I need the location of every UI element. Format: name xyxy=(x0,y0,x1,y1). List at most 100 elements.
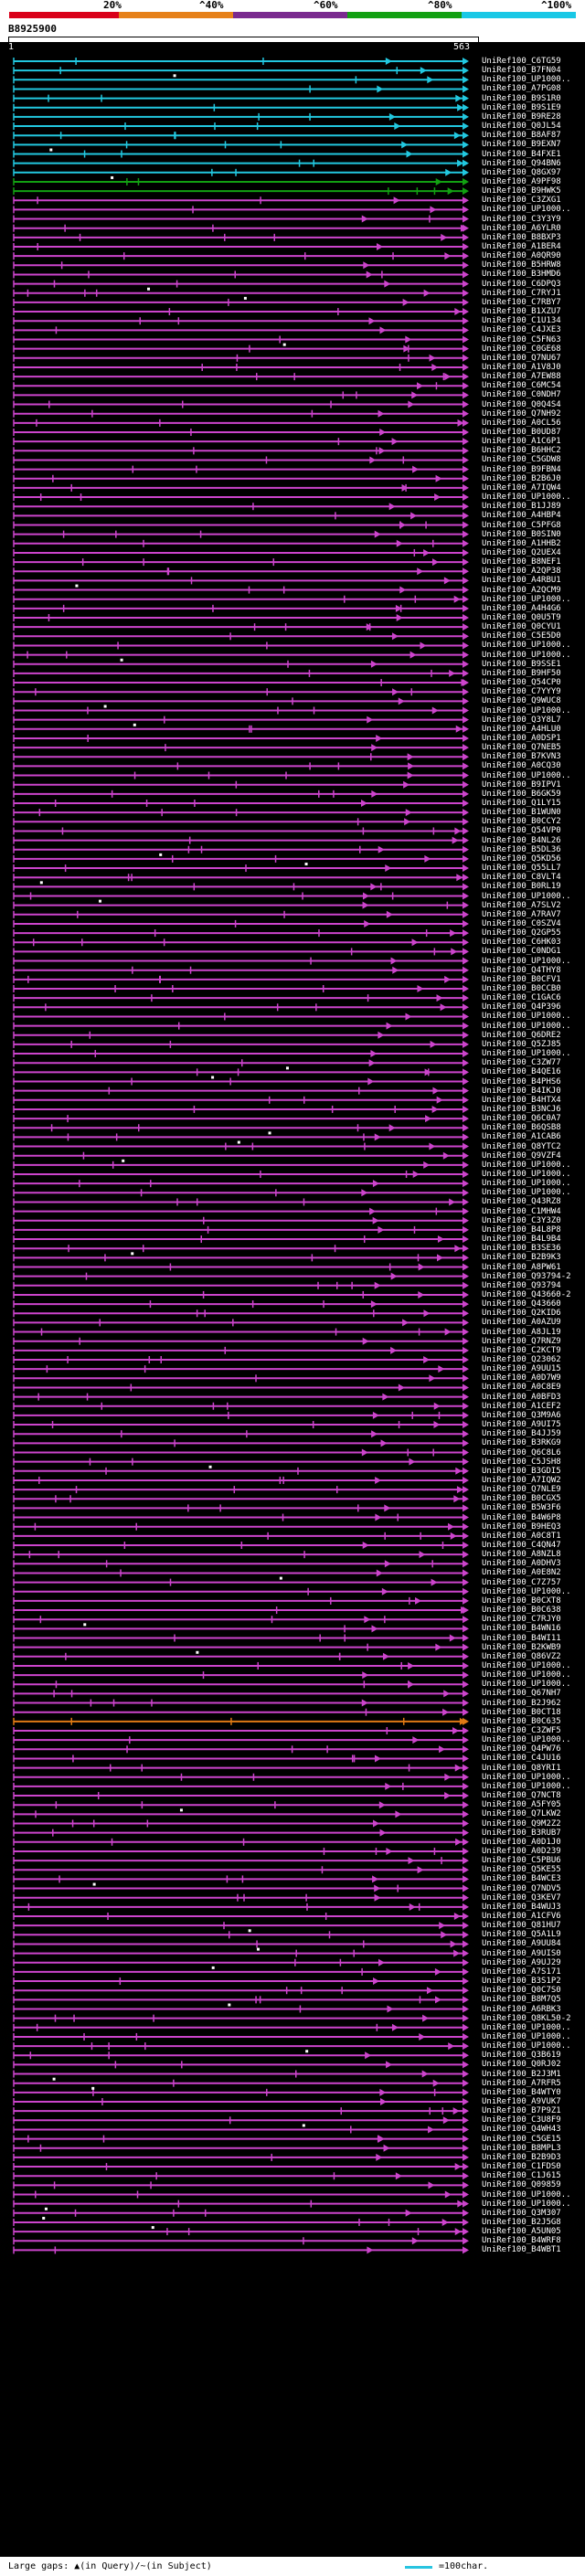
hit-row[interactable] xyxy=(13,1940,469,1948)
hit-row[interactable] xyxy=(13,2042,469,2051)
hit-row[interactable] xyxy=(13,270,469,279)
hit-label[interactable]: UniRef100_Q09859 xyxy=(482,2180,561,2190)
hit-row[interactable] xyxy=(13,1458,469,1466)
hit-label[interactable]: UniRef100_B9HWK5 xyxy=(482,186,561,196)
hit-label[interactable]: UniRef100_Q86VZ2 xyxy=(482,1651,561,1661)
hit-row[interactable] xyxy=(13,74,469,84)
hit-row[interactable] xyxy=(13,187,469,196)
hit-row[interactable] xyxy=(13,1587,469,1595)
hit-label[interactable]: UniRef100_A9UIS0 xyxy=(482,1948,561,1958)
hit-label[interactable]: UniRef100_A8JL19 xyxy=(482,1327,561,1337)
hit-label[interactable]: UniRef100_Q55LL7 xyxy=(482,864,561,874)
hit-label[interactable]: UniRef100_C7Z757 xyxy=(482,1577,561,1587)
hit-row[interactable] xyxy=(13,1847,469,1855)
hit-row[interactable] xyxy=(13,1115,469,1123)
hit-row[interactable] xyxy=(13,1513,469,1521)
hit-label[interactable]: UniRef100_Q43660 xyxy=(482,1299,561,1309)
hit-row[interactable] xyxy=(13,287,469,297)
hit-label[interactable]: UniRef100_C3ZXG1 xyxy=(482,196,561,206)
hit-row[interactable] xyxy=(13,1504,469,1512)
hit-row[interactable] xyxy=(13,1383,469,1392)
hit-row[interactable] xyxy=(13,1346,469,1354)
hit-row[interactable] xyxy=(13,1866,469,1874)
hit-row[interactable] xyxy=(13,1031,469,1039)
hit-row[interactable] xyxy=(13,929,469,938)
hit-label[interactable]: UniRef100_C5E5D0 xyxy=(482,631,561,641)
hit-label[interactable]: UniRef100_B4NL26 xyxy=(482,835,561,845)
hit-label[interactable]: UniRef100_Q7LKW2 xyxy=(482,1809,561,1819)
hit-row[interactable] xyxy=(13,1022,469,1030)
hit-row[interactable] xyxy=(13,975,469,983)
hit-label[interactable]: UniRef100_UP1000.. xyxy=(482,1781,571,1791)
hit-row[interactable] xyxy=(13,604,469,612)
hit-label[interactable]: UniRef100_B4WI11 xyxy=(482,1633,561,1643)
hit-label[interactable]: UniRef100_Q43660-2 xyxy=(482,1289,571,1299)
hit-label[interactable]: UniRef100_B3SE36 xyxy=(482,1244,561,1254)
hit-row[interactable] xyxy=(13,1576,469,1586)
hit-row[interactable] xyxy=(13,2116,469,2125)
hit-label[interactable]: UniRef100_Q0RJ02 xyxy=(482,2060,561,2070)
hit-label[interactable]: UniRef100_B9HEQ3 xyxy=(482,1521,561,1532)
hit-label[interactable]: UniRef100_A5UN05 xyxy=(482,2227,561,2237)
hit-label[interactable]: UniRef100_A4HBP4 xyxy=(482,511,561,521)
hit-row[interactable] xyxy=(13,1272,469,1280)
hit-row[interactable] xyxy=(13,400,469,408)
hit-row[interactable] xyxy=(13,723,469,733)
hit-label[interactable]: UniRef100_C3Y3Z0 xyxy=(482,1215,561,1225)
hit-label[interactable]: UniRef100_B4HTX4 xyxy=(482,1095,561,1105)
hit-label[interactable]: UniRef100_A9UU15 xyxy=(482,1364,561,1374)
hit-label[interactable]: UniRef100_B9S1E9 xyxy=(482,102,561,112)
hit-row[interactable] xyxy=(13,669,469,677)
hit-label[interactable]: UniRef100_A7RFR5 xyxy=(482,2078,561,2088)
hit-label[interactable]: UniRef100_Q7NLE9 xyxy=(482,1485,561,1495)
hit-row[interactable] xyxy=(13,2200,469,2208)
hit-label[interactable]: UniRef100_B4IKJ0 xyxy=(482,1086,561,1096)
hit-label[interactable]: UniRef100_C3ZWF5 xyxy=(482,1726,561,1735)
hit-label[interactable]: UniRef100_Q8KL50-2 xyxy=(482,2013,571,2023)
hit-label[interactable]: UniRef100_C6DPQ3 xyxy=(482,279,561,289)
hit-label[interactable]: UniRef100_Q4PW76 xyxy=(482,1744,561,1754)
hit-row[interactable] xyxy=(13,206,469,214)
hit-label[interactable]: UniRef100_B0UD87 xyxy=(482,428,561,437)
hit-row[interactable] xyxy=(13,1829,469,1837)
hit-label[interactable]: UniRef100_C1MHW4 xyxy=(482,1206,561,1216)
hit-row[interactable] xyxy=(13,1140,469,1150)
hit-label[interactable]: UniRef100_Q0JL54 xyxy=(482,122,561,132)
hit-label[interactable]: UniRef100_B5DL36 xyxy=(482,844,561,854)
hit-row[interactable] xyxy=(13,1151,469,1160)
hit-label[interactable]: UniRef100_Q8GX97 xyxy=(482,167,561,177)
hit-label[interactable]: UniRef100_C6MC54 xyxy=(482,381,561,391)
hit-row[interactable] xyxy=(13,697,469,705)
hit-row[interactable] xyxy=(13,1551,469,1559)
hit-label[interactable]: UniRef100_A1CAB6 xyxy=(482,1132,561,1142)
hit-label[interactable]: UniRef100_B0CXT8 xyxy=(482,1595,561,1606)
hit-row[interactable] xyxy=(13,1616,469,1624)
hit-label[interactable]: UniRef100_B7P9Z1 xyxy=(482,2106,561,2116)
hit-label[interactable]: UniRef100_C3ZW77 xyxy=(482,1058,561,1068)
hit-row[interactable] xyxy=(13,1319,469,1327)
hit-label[interactable]: UniRef100_Q23062 xyxy=(482,1355,561,1364)
hit-row[interactable] xyxy=(13,734,469,742)
hit-row[interactable] xyxy=(13,1875,469,1883)
hit-row[interactable] xyxy=(13,2246,469,2254)
hit-row[interactable] xyxy=(13,243,469,250)
hit-label[interactable]: UniRef100_Q0Q4S4 xyxy=(482,399,561,409)
hit-row[interactable] xyxy=(13,2237,469,2245)
hit-label[interactable]: UniRef100_C1U134 xyxy=(482,316,561,326)
hit-row[interactable] xyxy=(13,919,469,928)
hit-row[interactable] xyxy=(13,539,469,547)
hit-label[interactable]: UniRef100_B1WUN0 xyxy=(482,808,561,818)
hit-row[interactable] xyxy=(13,1374,469,1383)
hit-label[interactable]: UniRef100_B4WRF8 xyxy=(482,2236,561,2246)
hit-label[interactable]: UniRef100_Q81HU7 xyxy=(482,1921,561,1931)
hit-label[interactable]: UniRef100_B0C638 xyxy=(482,1606,561,1616)
hit-label[interactable]: UniRef100_UP1000.. xyxy=(482,705,571,716)
hit-row[interactable] xyxy=(13,1893,469,1902)
hit-label[interactable]: UniRef100_Q2UEX4 xyxy=(482,547,561,557)
hit-row[interactable] xyxy=(13,159,469,167)
hit-label[interactable]: UniRef100_UP1000.. xyxy=(482,1680,571,1690)
hit-row[interactable] xyxy=(13,2070,469,2078)
hit-label[interactable]: UniRef100_A4H4G6 xyxy=(482,603,561,613)
hit-label[interactable]: UniRef100_A7IQW2 xyxy=(482,1475,561,1485)
hit-label[interactable]: UniRef100_A1HHB2 xyxy=(482,538,561,548)
